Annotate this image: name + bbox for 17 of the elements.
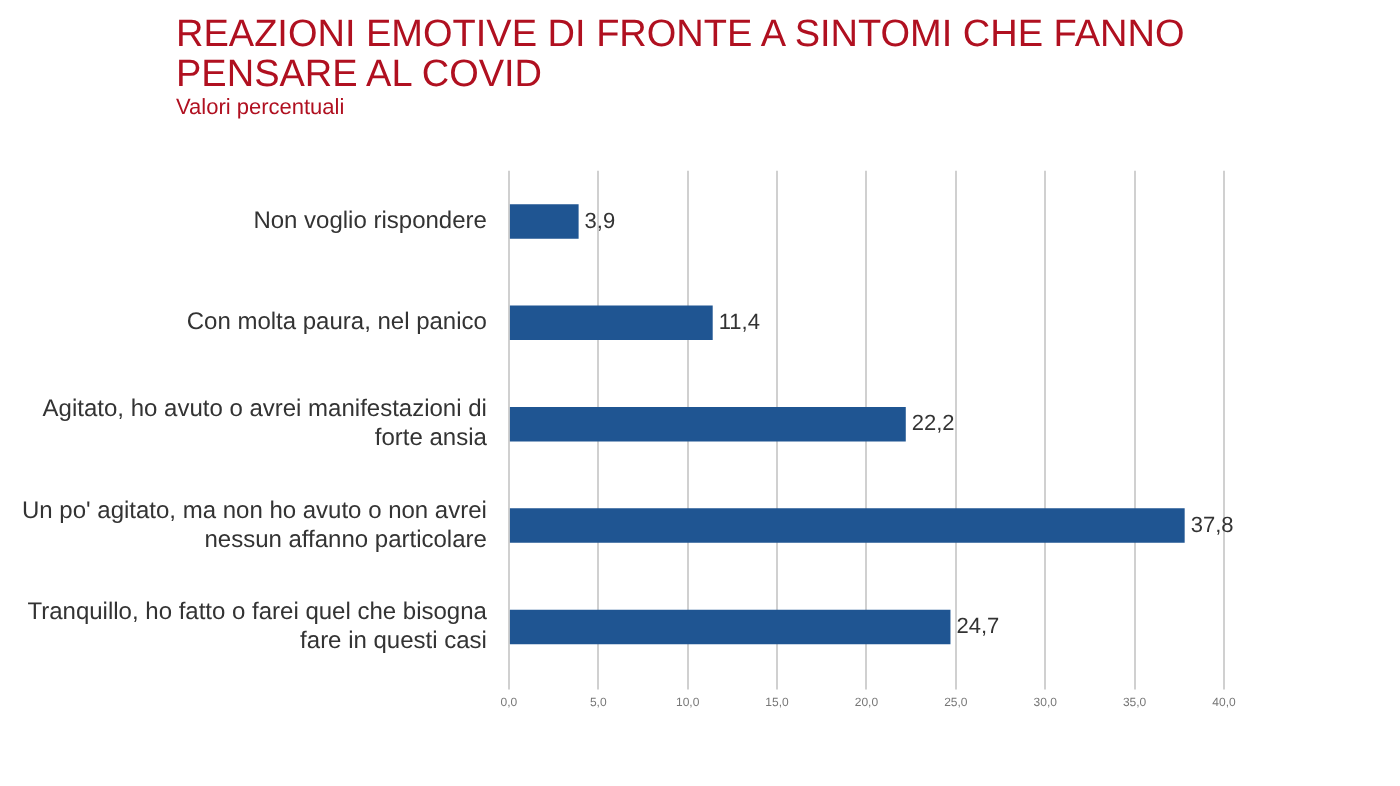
y-tick-label: Un po' agitato, ma non ho avuto o non avrei nessun affanno particolare <box>21 495 488 553</box>
y-tick-label: Non voglio rispondere <box>253 206 488 235</box>
bar <box>509 406 906 442</box>
bar <box>509 508 1185 543</box>
data-label: 24,7 <box>956 614 1000 639</box>
y-tick-label: Tranquillo, ho fatto o farei quel che bisogna fare in questi casi <box>27 597 488 654</box>
chart-title: REAZIONI EMOTIVE DI FRONTE A SINTOMI CHE FANNO PENSARE AL COVID <box>176 14 1187 96</box>
data-label: 11,4 <box>718 310 760 335</box>
y-tick-label: Agitato, ho avuto o avrei manifestazioni di forte ansia <box>42 394 488 452</box>
data-label: 37,8 <box>1190 513 1234 538</box>
bar <box>509 204 579 239</box>
y-tick-label: Con molta paura, nel panico <box>186 307 488 336</box>
data-label: 3,9 <box>584 209 616 234</box>
bar <box>509 305 713 341</box>
text: Valori percentuali <box>176 96 347 120</box>
bar <box>509 609 951 645</box>
data-label: 22,2 <box>911 412 955 437</box>
